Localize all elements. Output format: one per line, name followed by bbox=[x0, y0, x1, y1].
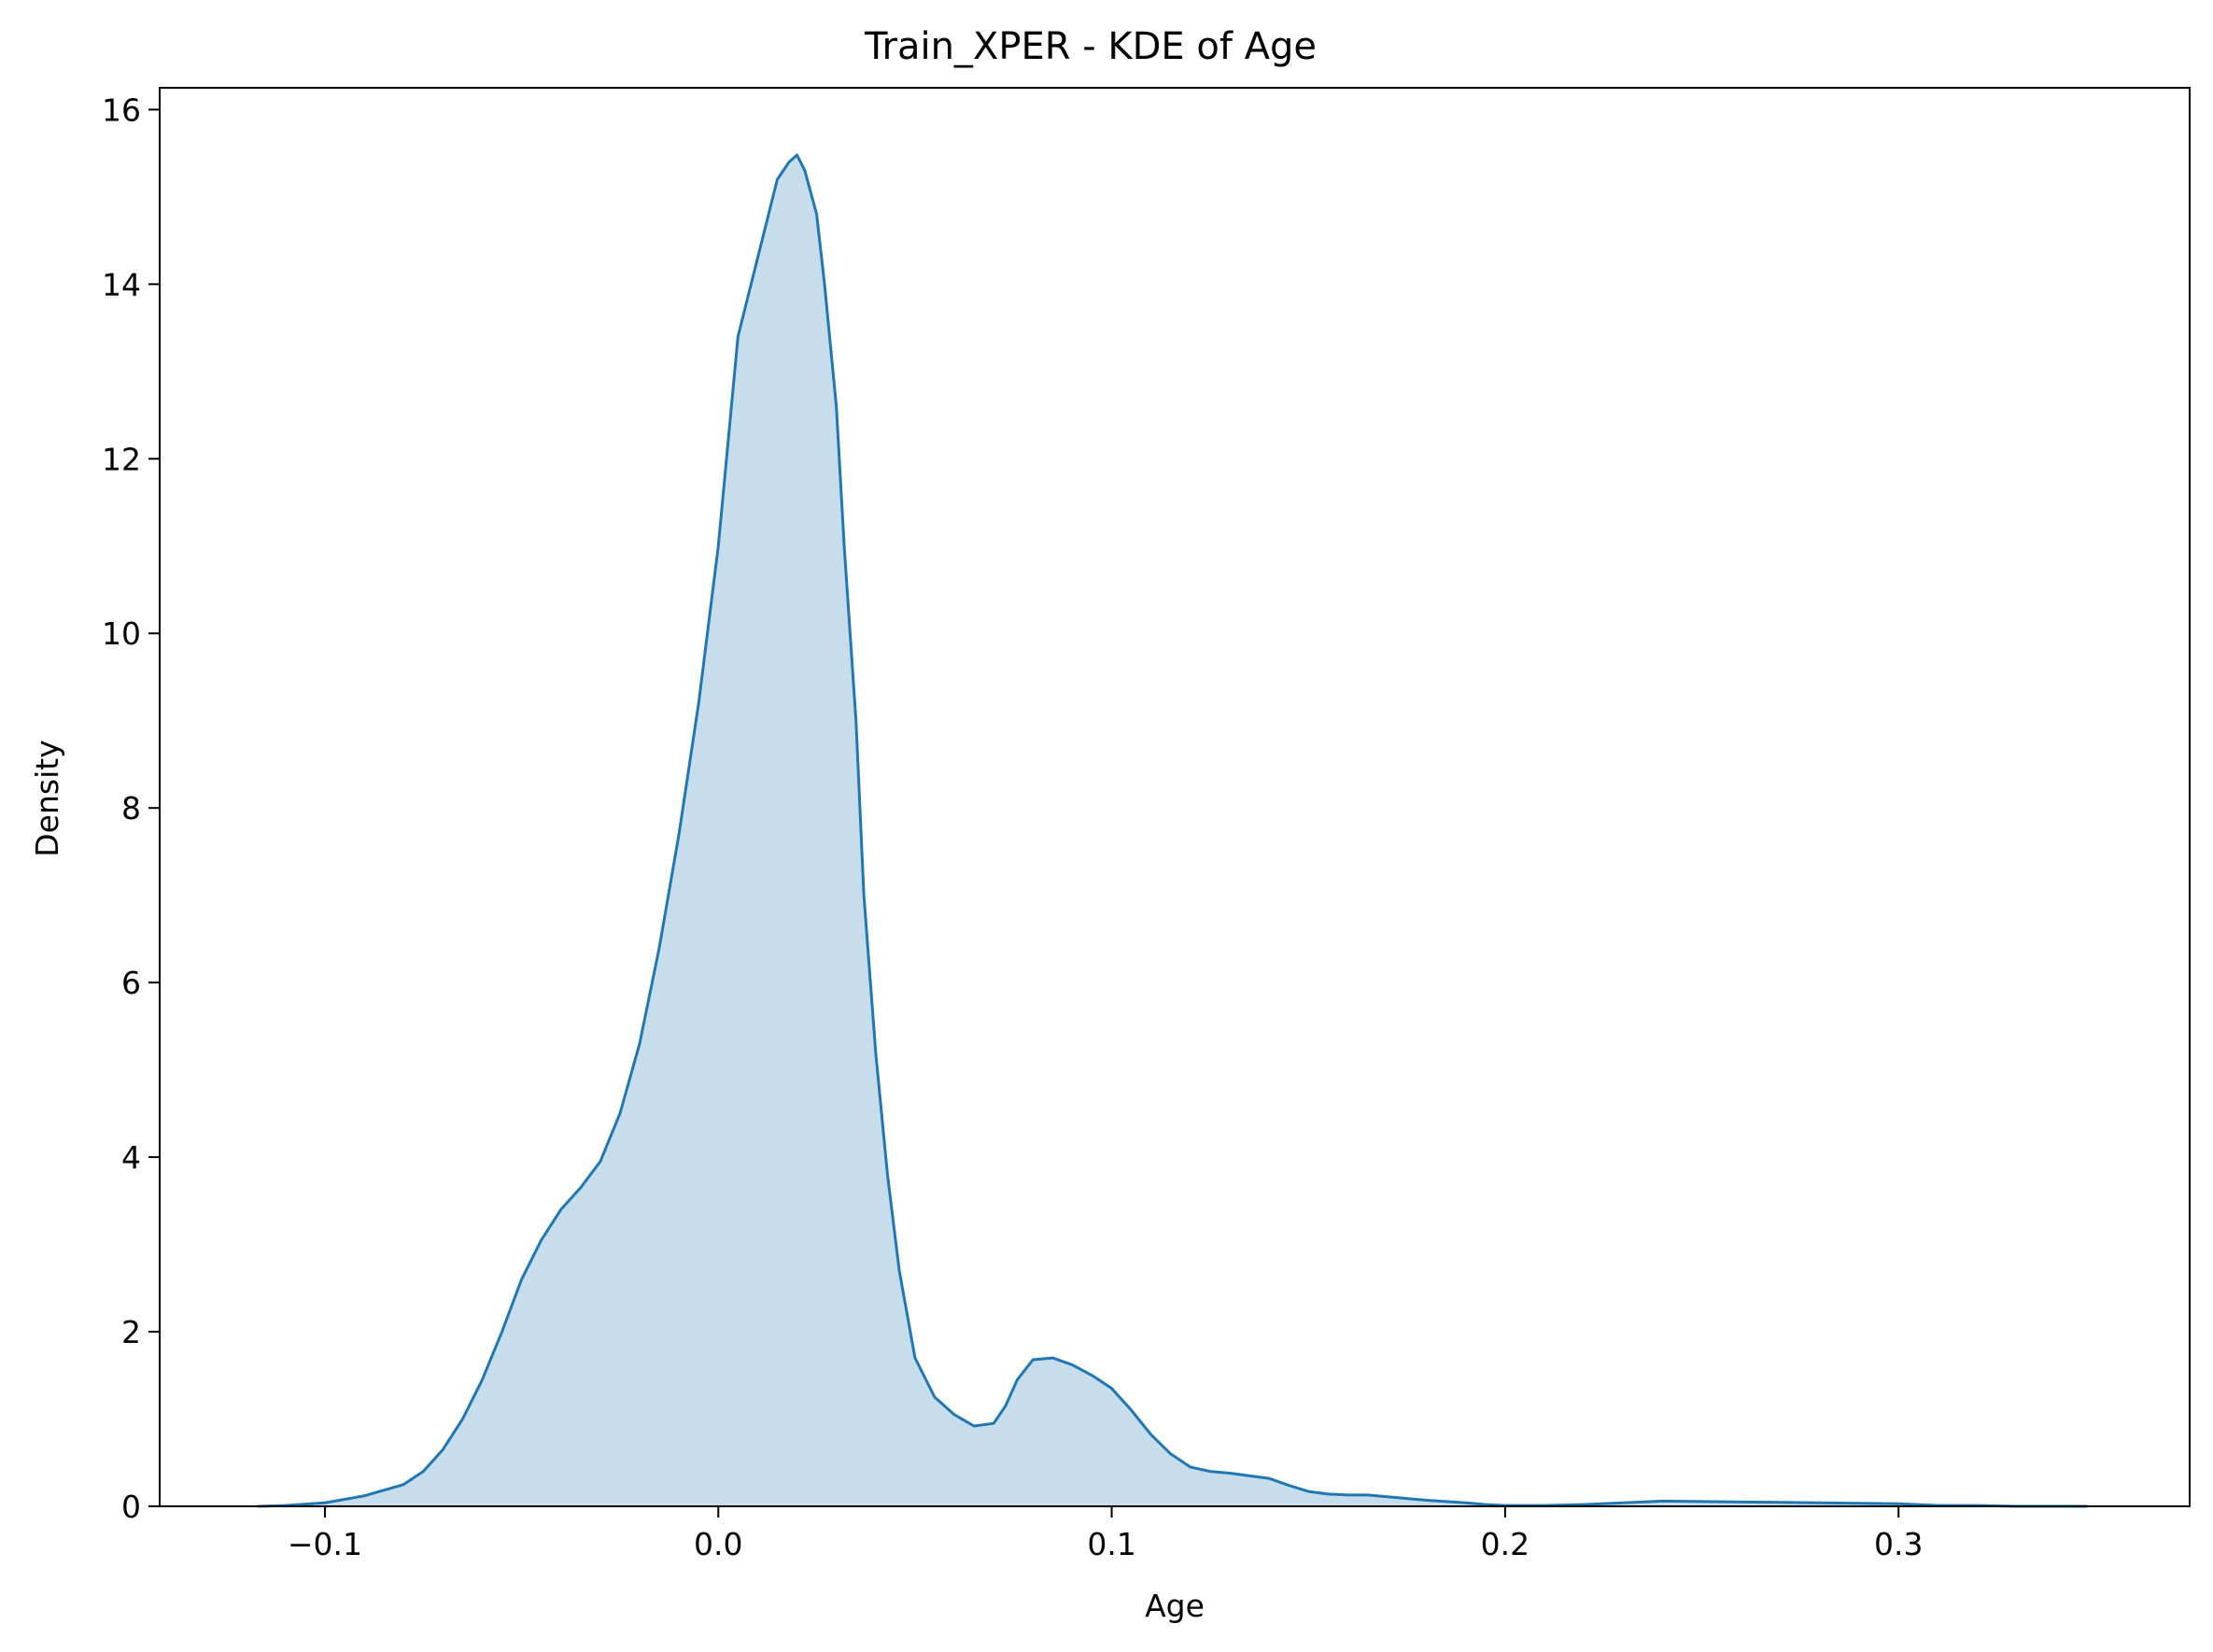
y-tick-label: 16 bbox=[102, 92, 141, 128]
y-tick-label: 8 bbox=[121, 790, 141, 826]
kde-line bbox=[258, 153, 2088, 1508]
x-axis-label: Age bbox=[1145, 1588, 1205, 1624]
y-tick-label: 14 bbox=[102, 266, 141, 303]
y-axis: 0 2 4 6 8 10 12 14 16 bbox=[102, 92, 160, 1525]
x-tick-label: 0.1 bbox=[1087, 1526, 1135, 1562]
axes-frame bbox=[159, 87, 2191, 1507]
x-tick-label: 0.2 bbox=[1481, 1526, 1529, 1562]
y-tick-label: 4 bbox=[121, 1139, 141, 1176]
y-tick-label: 12 bbox=[102, 441, 141, 477]
chart-title: Train_XPER - KDE of Age bbox=[864, 25, 1317, 68]
plot-area bbox=[258, 153, 2088, 1508]
y-tick-label: 6 bbox=[121, 965, 141, 1001]
kde-area bbox=[258, 154, 2088, 1507]
x-axis: −0.1 0.0 0.1 0.2 0.3 bbox=[288, 1506, 1923, 1562]
y-tick-label: 0 bbox=[121, 1489, 141, 1525]
y-tick-label: 10 bbox=[102, 615, 141, 652]
y-tick-label: 2 bbox=[121, 1314, 141, 1350]
x-tick-label: 0.0 bbox=[694, 1526, 742, 1562]
x-tick-label: 0.3 bbox=[1874, 1526, 1923, 1562]
y-axis-label: Density bbox=[29, 740, 65, 856]
x-tick-label: −0.1 bbox=[288, 1526, 362, 1562]
